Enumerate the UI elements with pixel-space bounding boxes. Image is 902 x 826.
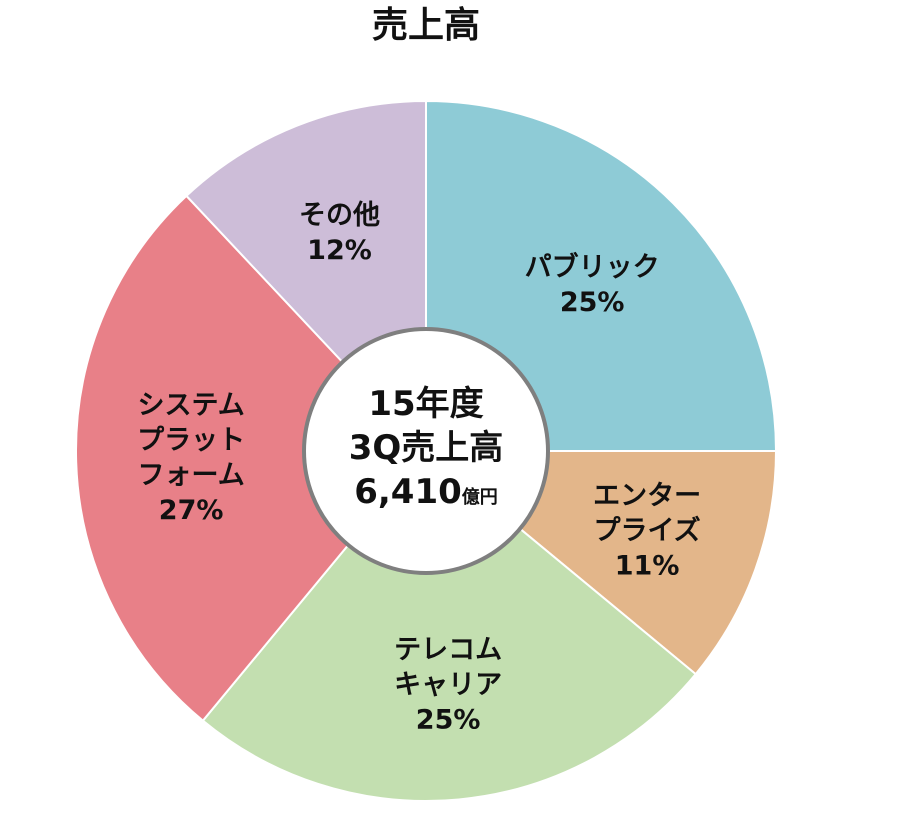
center-text: 15年度 3Q売上高 6,410億円: [349, 382, 504, 520]
slice-label: パブリック 25%: [525, 250, 660, 320]
category-label: テレコム キャリア: [394, 634, 503, 701]
center-line: 15年度: [368, 384, 484, 424]
slice-label: システム プラット フォーム 27%: [137, 388, 245, 528]
category-label: エンター プライズ: [593, 480, 702, 547]
value-label: 25%: [415, 704, 481, 736]
value-label: 11%: [614, 550, 680, 582]
slice-label: テレコム キャリア 25%: [394, 632, 502, 737]
value-label: 12%: [307, 234, 372, 266]
category-label: システム プラット フォーム: [137, 390, 246, 492]
value-label: 25%: [559, 286, 625, 318]
center-unit: 億円: [461, 487, 498, 508]
pie-slice: [201, 449, 698, 802]
center-value: 6,410: [354, 472, 462, 512]
slice-label: エンター プライズ 11%: [593, 478, 701, 583]
chart-title: 売上高: [371, 5, 481, 46]
pie-slice: [75, 194, 428, 723]
slice-label: その他 12%: [299, 198, 380, 268]
center-total: 6,410億円: [349, 470, 504, 520]
center-circle: [302, 327, 550, 575]
category-label: その他: [298, 199, 380, 231]
category-label: パブリック: [524, 251, 660, 283]
value-label: 27%: [158, 495, 224, 527]
center-line: 3Q売上高: [348, 428, 504, 468]
